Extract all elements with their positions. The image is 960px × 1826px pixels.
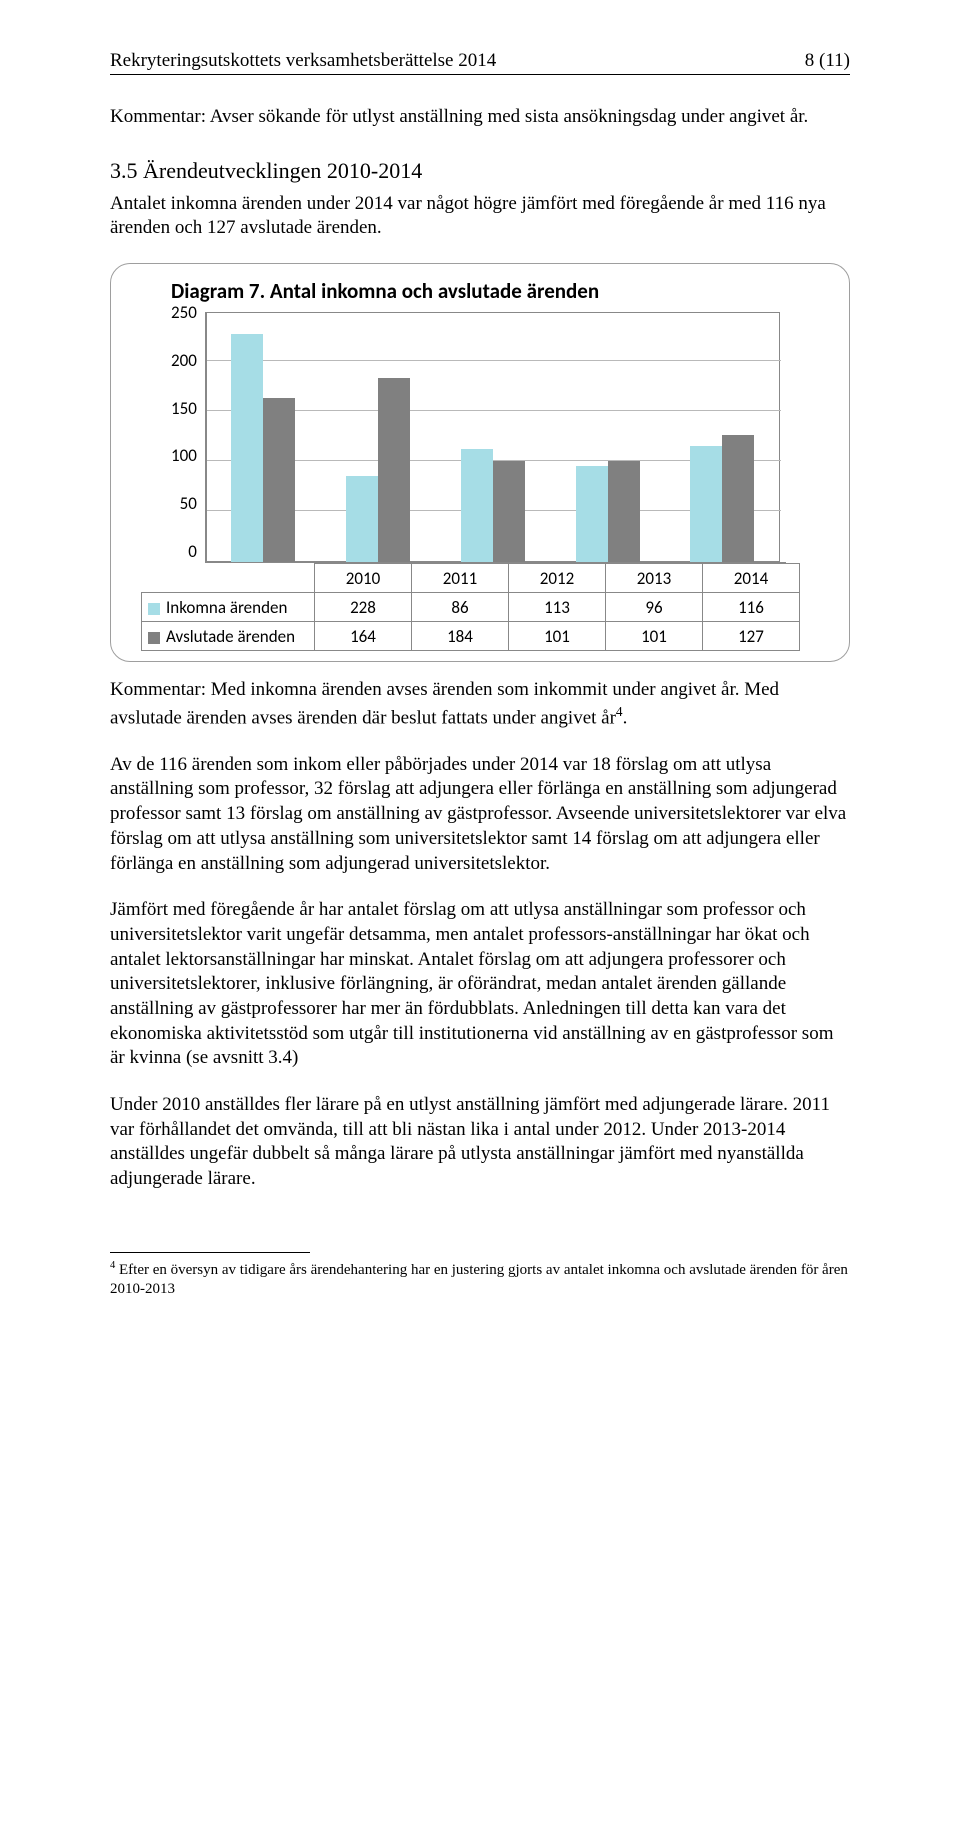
table-cell: 164 — [315, 622, 412, 651]
table-col-header: 2013 — [606, 564, 703, 593]
y-tick-label: 100 — [171, 445, 197, 466]
bar-group — [550, 312, 665, 562]
bar — [378, 378, 410, 562]
bar — [231, 334, 263, 562]
footnote: 4 Efter en översyn av tidigare års ärend… — [110, 1259, 850, 1300]
chart-y-axis: 250 200 150 100 50 0 — [171, 302, 205, 562]
table-cell: 101 — [606, 622, 703, 651]
chart-plot-area: 250200150100500 — [171, 312, 829, 563]
paragraph-1: Av de 116 ärenden som inkom eller påbörj… — [110, 753, 850, 876]
table-cell: 116 — [703, 593, 800, 622]
y-tick-label: 150 — [171, 398, 197, 419]
table-row-label: Avslutade ärenden — [142, 622, 315, 651]
bar — [690, 446, 722, 562]
section-intro: Antalet inkomna ärenden under 2014 var n… — [110, 192, 850, 241]
table-cell: 228 — [315, 593, 412, 622]
legend-label: Avslutade ärenden — [166, 626, 295, 647]
y-tick-label: 50 — [171, 493, 197, 514]
bar — [263, 398, 295, 562]
comment-chart-sup: 4 — [616, 704, 623, 719]
table-cell: 127 — [703, 622, 800, 651]
chart-plot — [205, 312, 786, 563]
table-cell: 184 — [412, 622, 509, 651]
bar — [576, 466, 608, 562]
bar — [608, 461, 640, 562]
table-corner — [142, 564, 315, 593]
paragraph-3: Under 2010 anställdes fler lärare på en … — [110, 1093, 850, 1192]
legend-label: Inkomna ärenden — [166, 597, 287, 618]
bar-group — [206, 312, 321, 562]
footnote-separator — [110, 1252, 310, 1253]
chart-title: Diagram 7. Antal inkomna och avslutade ä… — [171, 278, 829, 304]
bar — [461, 449, 493, 562]
table-row-label: Inkomna ärenden — [142, 593, 315, 622]
y-tick-label: 250 — [171, 302, 197, 323]
header-title: Rekryteringsutskottets verksamhetsberätt… — [110, 50, 496, 72]
table-cell: 86 — [412, 593, 509, 622]
bar-group — [321, 312, 436, 562]
table-cell: 96 — [606, 593, 703, 622]
legend-swatch — [148, 603, 160, 615]
table-col-header: 2012 — [509, 564, 606, 593]
chart-data-table: 20102011201220132014 Inkomna ärenden 22886… — [141, 563, 800, 651]
bar — [493, 461, 525, 562]
table-cell: 113 — [509, 593, 606, 622]
table-col-header: 2014 — [703, 564, 800, 593]
comment-chart-text: Kommentar: Med inkomna ärenden avses äre… — [110, 679, 779, 728]
chart-container: Diagram 7. Antal inkomna och avslutade ä… — [110, 263, 850, 662]
table-col-header: 2011 — [412, 564, 509, 593]
paragraph-2: Jämfört med föregående år har antalet fö… — [110, 898, 850, 1071]
comment-chart: Kommentar: Med inkomna ärenden avses äre… — [110, 678, 850, 731]
bar-group — [665, 312, 780, 562]
page-header: Rekryteringsutskottets verksamhetsberätt… — [110, 50, 850, 75]
legend-swatch — [148, 632, 160, 644]
comment-top: Kommentar: Avser sökande för utlyst anst… — [110, 105, 850, 130]
table-cell: 101 — [509, 622, 606, 651]
table-col-header: 2010 — [315, 564, 412, 593]
chart-bars — [206, 312, 780, 562]
comment-chart-end: . — [623, 707, 628, 728]
bar — [346, 476, 378, 562]
bar-group — [435, 312, 550, 562]
bar — [722, 435, 754, 562]
footnote-text: Efter en översyn av tidigare års ärendeh… — [110, 1262, 848, 1298]
y-tick-label: 200 — [171, 350, 197, 371]
section-heading: 3.5 Ärendeutvecklingen 2010-2014 — [110, 158, 850, 184]
header-page-number: 8 (11) — [805, 50, 850, 72]
y-tick-label: 0 — [171, 541, 197, 562]
